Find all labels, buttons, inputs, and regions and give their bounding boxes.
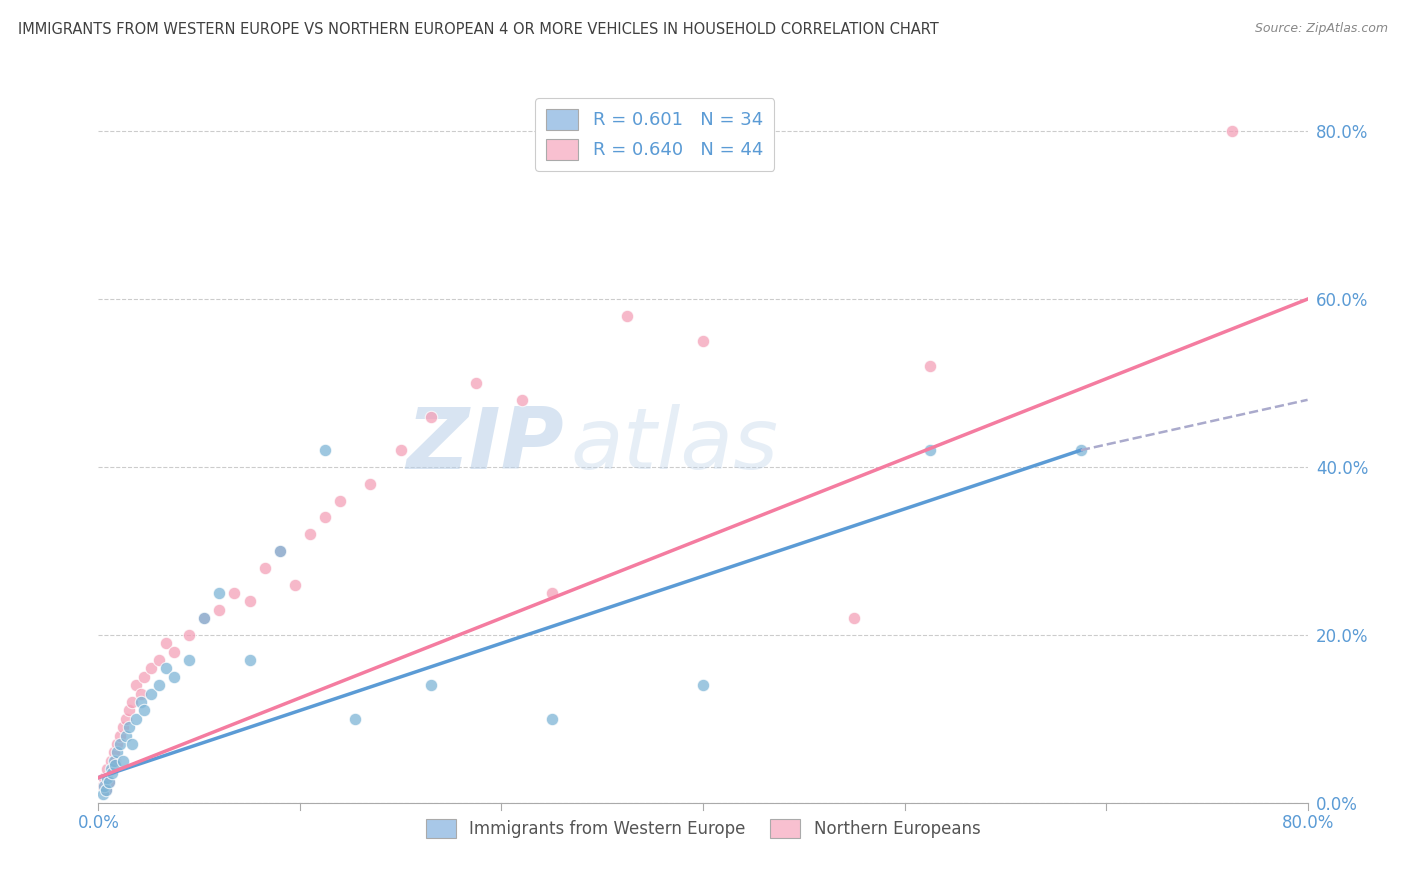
Point	[94, 783, 117, 797]
Point	[101, 762, 124, 776]
Point	[111, 754, 134, 768]
Point	[96, 762, 118, 776]
Point	[96, 771, 118, 785]
Point	[269, 544, 291, 558]
Point	[129, 695, 152, 709]
Point	[101, 766, 124, 780]
Point	[91, 779, 114, 793]
Point	[540, 712, 562, 726]
Point	[125, 678, 148, 692]
Point	[105, 737, 128, 751]
Point	[114, 729, 136, 743]
Point	[129, 687, 152, 701]
Point	[344, 712, 367, 726]
Point	[269, 544, 291, 558]
Point	[360, 476, 382, 491]
Point	[253, 560, 276, 574]
Point	[179, 653, 201, 667]
Point	[314, 510, 336, 524]
Point	[91, 788, 114, 802]
Point	[141, 661, 163, 675]
Point	[148, 678, 170, 692]
Point	[193, 611, 215, 625]
Text: Source: ZipAtlas.com: Source: ZipAtlas.com	[1254, 22, 1388, 36]
Legend: Immigrants from Western Europe, Northern Europeans: Immigrants from Western Europe, Northern…	[419, 812, 987, 845]
Point	[132, 670, 155, 684]
Point	[105, 746, 128, 760]
Point	[100, 754, 122, 768]
Point	[114, 712, 136, 726]
Point	[540, 586, 562, 600]
Point	[299, 527, 322, 541]
Point	[93, 771, 115, 785]
Point	[329, 493, 352, 508]
Point	[118, 720, 141, 734]
Point	[163, 645, 186, 659]
Point	[314, 443, 336, 458]
Text: atlas: atlas	[569, 404, 778, 488]
Point	[616, 309, 638, 323]
Point	[208, 586, 231, 600]
Point	[98, 774, 121, 789]
Point	[692, 334, 714, 348]
Point	[108, 737, 131, 751]
Point	[193, 611, 215, 625]
Point	[100, 762, 122, 776]
Point	[1070, 443, 1092, 458]
Point	[918, 443, 941, 458]
Point	[94, 783, 117, 797]
Point	[163, 670, 186, 684]
Point	[108, 729, 131, 743]
Point	[179, 628, 201, 642]
Point	[132, 703, 155, 717]
Point	[692, 678, 714, 692]
Point	[208, 603, 231, 617]
Point	[155, 636, 177, 650]
Point	[103, 754, 125, 768]
Point	[918, 359, 941, 374]
Point	[121, 737, 143, 751]
Point	[239, 594, 262, 608]
Point	[224, 586, 246, 600]
Point	[239, 653, 262, 667]
Point	[98, 774, 121, 789]
Point	[465, 376, 488, 390]
Point	[104, 754, 127, 768]
Point	[510, 392, 533, 407]
Point	[1220, 124, 1243, 138]
Point	[420, 678, 443, 692]
Point	[104, 758, 127, 772]
Point	[93, 779, 115, 793]
Point	[155, 661, 177, 675]
Point	[844, 611, 866, 625]
Point	[389, 443, 412, 458]
Point	[148, 653, 170, 667]
Point	[103, 746, 125, 760]
Point	[121, 695, 143, 709]
Text: ZIP: ZIP	[406, 404, 564, 488]
Point	[118, 703, 141, 717]
Point	[141, 687, 163, 701]
Point	[284, 577, 307, 591]
Point	[420, 409, 443, 424]
Point	[125, 712, 148, 726]
Text: IMMIGRANTS FROM WESTERN EUROPE VS NORTHERN EUROPEAN 4 OR MORE VEHICLES IN HOUSEH: IMMIGRANTS FROM WESTERN EUROPE VS NORTHE…	[18, 22, 939, 37]
Point	[111, 720, 134, 734]
